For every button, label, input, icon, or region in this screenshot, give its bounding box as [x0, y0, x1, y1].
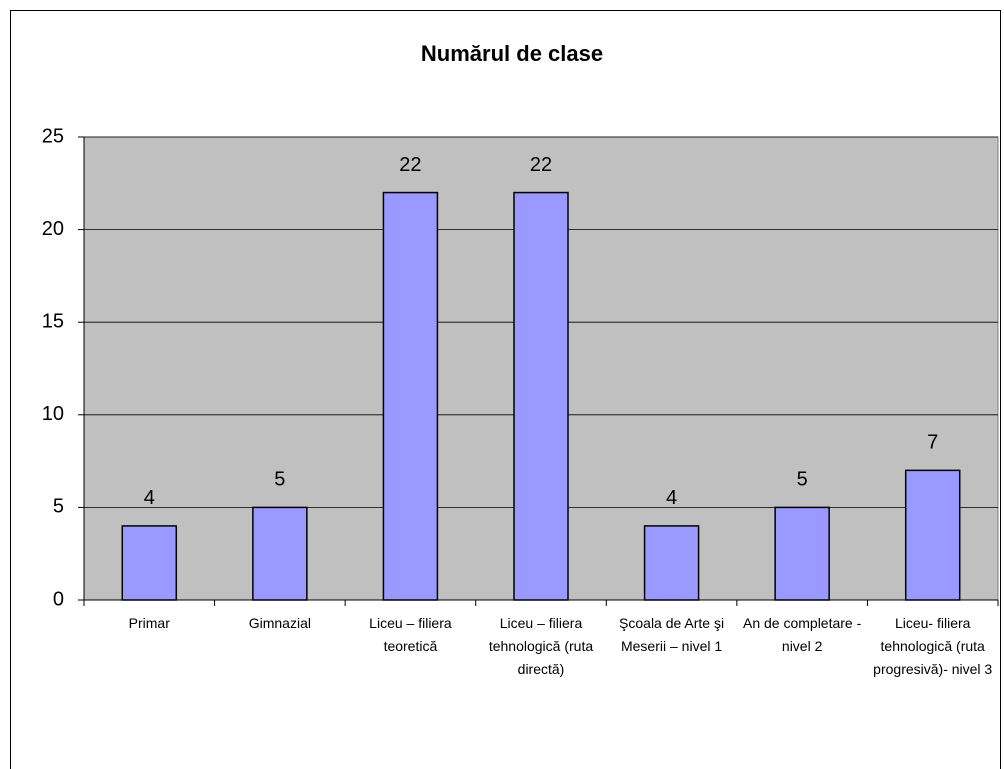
bar	[643, 525, 700, 601]
y-tick-label: 20	[42, 218, 64, 240]
data-label: 4	[666, 487, 677, 509]
bar	[904, 469, 961, 601]
x-tick-label: Şcoala de Arte şi Meserii – nivel 1	[619, 615, 725, 654]
y-tick-label: 15	[42, 310, 64, 332]
x-tick-label-box: Liceu- filiera tehnologică (ruta progres…	[873, 615, 993, 677]
x-tick-label-box: Liceu – filiera tehnologică (ruta direct…	[488, 615, 594, 677]
x-tick-label: Primar	[128, 615, 170, 631]
x-tick-label-box: Primar	[128, 615, 170, 631]
chart-title: Numărul de clase	[421, 41, 603, 66]
y-tick-label: 5	[53, 496, 64, 518]
x-tick-label-box: Liceu – filiera teoretică	[369, 615, 452, 654]
data-label: 5	[797, 469, 808, 491]
x-tick-label: Gimnazial	[248, 615, 311, 631]
x-tick-label-box: Gimnazial	[248, 615, 311, 631]
data-label: 22	[530, 154, 552, 176]
y-tick-label: 0	[53, 588, 64, 610]
x-tick-label-box: An de completare - nivel 2	[742, 615, 862, 654]
bar	[121, 525, 178, 601]
x-tick-label: Liceu- filiera tehnologică (ruta progres…	[873, 615, 993, 677]
bar	[513, 191, 569, 601]
x-tick-label: An de completare - nivel 2	[742, 615, 862, 654]
bar	[774, 506, 830, 601]
data-label: 5	[274, 469, 285, 491]
data-label: 22	[399, 154, 421, 176]
bar	[252, 506, 308, 601]
data-label: 4	[144, 487, 155, 509]
y-tick-label: 10	[42, 403, 64, 425]
x-tick-label-box: Şcoala de Arte şi Meserii – nivel 1	[619, 615, 725, 654]
x-tick-label: Liceu – filiera teoretică	[369, 615, 452, 654]
chart-border	[10, 10, 1001, 769]
bar	[382, 191, 439, 601]
y-tick-label: 25	[42, 125, 64, 147]
x-tick-label: Liceu – filiera tehnologică (ruta direct…	[488, 615, 594, 677]
data-label: 7	[927, 432, 938, 454]
